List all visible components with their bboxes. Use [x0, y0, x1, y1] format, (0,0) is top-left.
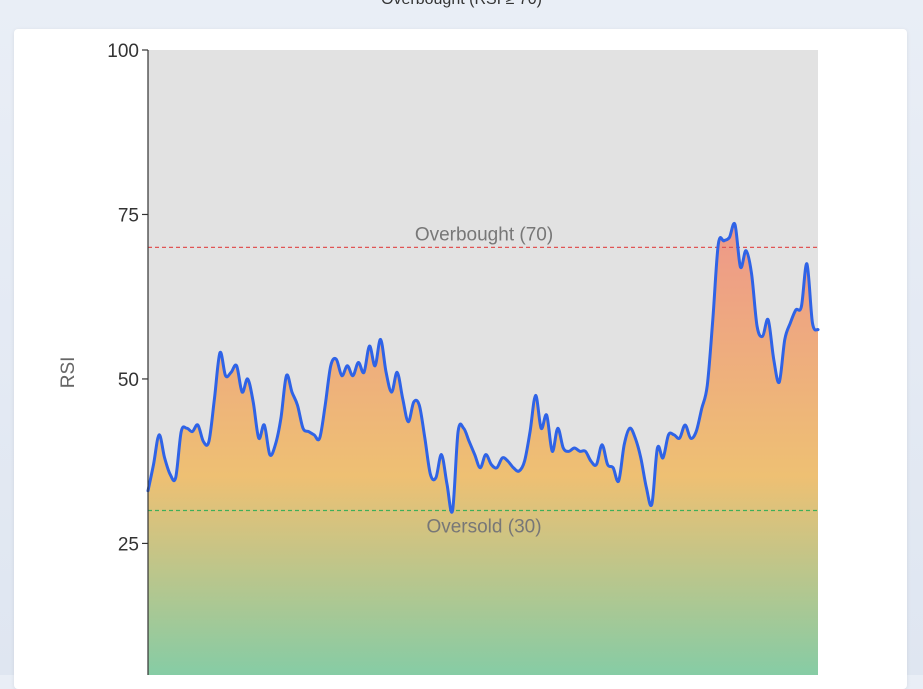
- rsi-line: [146, 221, 820, 514]
- y-axis: 25 50 75 100: [107, 41, 149, 675]
- rsi-area-fill: [148, 223, 818, 675]
- y-tick-label: 75: [118, 205, 139, 226]
- y-tick-label: 50: [118, 370, 139, 391]
- overbought-label: Overbought (70): [415, 224, 553, 245]
- rsi-chart: Overbought (70) Oversold (30) 25 50 75 100 R…: [58, 41, 820, 675]
- header-caption: Overbought (RSI ≥ 70): [0, 0, 923, 9]
- oversold-label: Oversold (30): [426, 517, 541, 538]
- reference-lines: Overbought (70) Oversold (30): [148, 224, 818, 538]
- y-tick-label: 100: [107, 41, 139, 62]
- y-tick-label: 25: [118, 534, 139, 555]
- y-axis-title: RSI: [58, 357, 79, 389]
